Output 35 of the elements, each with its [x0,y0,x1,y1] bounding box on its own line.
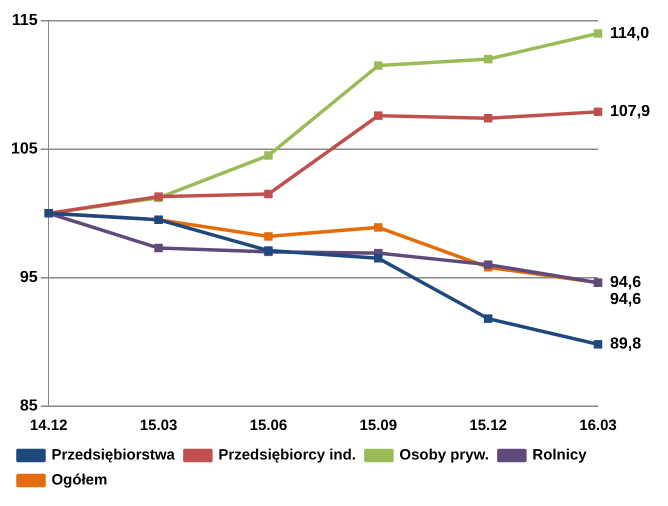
point [484,54,492,64]
data-label: 94,6 [610,274,642,292]
x-tick-label: 15.12 [469,417,507,434]
x-tick-label: 15.09 [360,417,398,434]
point [374,111,383,120]
x-tick-label: 15.03 [140,417,178,434]
point [264,190,273,198]
y-tick-label: 95 [20,268,38,286]
data-label: 94,6 [610,291,642,308]
point [484,314,492,323]
x-tick-label: 14.12 [30,417,68,434]
legend-label: Przedsiębiorstwa [52,446,176,464]
y-tick-label: 115 [12,12,38,30]
point [264,151,273,160]
point [594,108,602,116]
point [154,244,163,252]
point [594,340,602,349]
x-tick-label: 16.03 [579,417,617,434]
legend-label: Rolnicy [532,446,588,464]
y-tick-label: 105 [10,140,38,158]
x-tick-label: 15.06 [250,417,288,434]
point [594,29,602,38]
data-label: 114,0 [610,24,650,42]
legend-label: Osoby pryw. [399,446,489,464]
point [374,61,383,70]
point [484,114,492,122]
data-label: 107,9 [610,103,650,120]
legend-label: Przedsiębiorcy ind. [218,446,356,464]
legend-label: Ogółem [52,472,108,489]
data-label: 89,8 [610,336,642,353]
point [374,223,383,232]
point [484,260,492,269]
point [374,254,383,263]
point [264,232,273,241]
y-tick-label: 85 [20,397,38,414]
